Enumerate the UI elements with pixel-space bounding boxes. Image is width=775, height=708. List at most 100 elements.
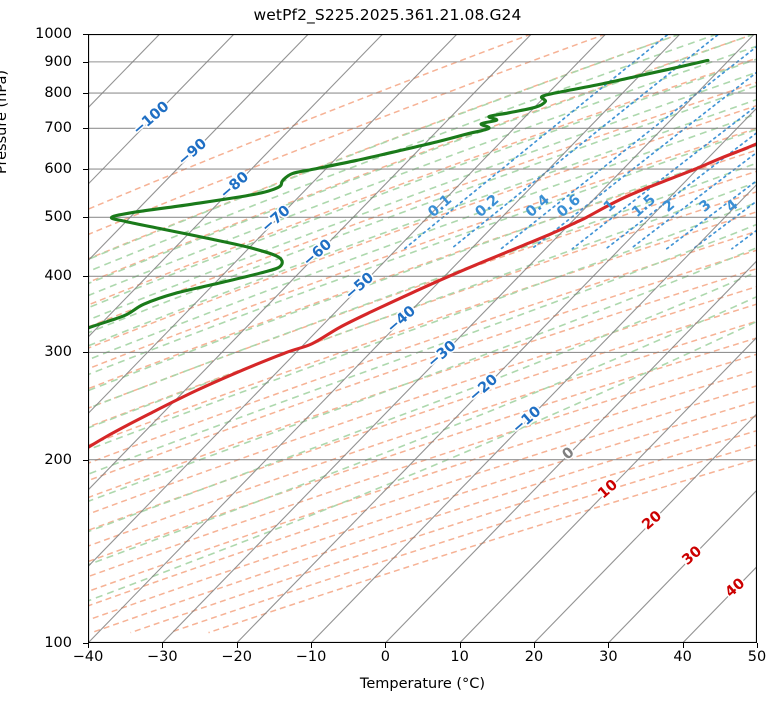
x-tick-mark xyxy=(459,643,461,648)
dry-adiabat-line xyxy=(130,429,757,634)
moist-adiabat-line xyxy=(88,34,718,273)
plot-border xyxy=(88,34,757,643)
isotherm-line xyxy=(384,259,757,643)
y-tick-label: 800 xyxy=(44,85,72,102)
dry-adiabat-line xyxy=(88,34,532,211)
y-tick-mark xyxy=(83,276,88,278)
moist-adiabat-line xyxy=(88,270,757,533)
x-tick-mark xyxy=(757,643,758,648)
isotherm-line xyxy=(236,106,757,643)
y-tick-mark xyxy=(83,352,88,354)
isotherm-line xyxy=(88,34,607,568)
dry-adiabat-line xyxy=(88,57,757,306)
isotherm-line xyxy=(88,34,532,491)
y-tick-mark xyxy=(83,217,88,219)
mixing-ratio-lines xyxy=(403,34,757,250)
moist-adiabat-line xyxy=(88,162,757,410)
y-tick-label: 300 xyxy=(44,344,72,361)
x-tick-label: −30 xyxy=(147,649,178,665)
x-tick-mark xyxy=(385,643,387,648)
y-tick-mark xyxy=(83,169,88,171)
isotherm-line xyxy=(88,34,458,415)
x-tick-label: 30 xyxy=(599,649,618,665)
moist-adiabat-line xyxy=(88,295,757,566)
isotherm-line xyxy=(88,34,309,262)
x-tick-mark xyxy=(162,643,164,648)
mixing-ratio-line xyxy=(403,34,668,250)
isotherm-line xyxy=(459,336,757,643)
chart-title: wetPf2_S225.2025.361.21.08.G24 xyxy=(253,6,522,24)
y-tick-label: 900 xyxy=(44,53,72,70)
isotherm-line xyxy=(88,34,235,186)
x-tick-mark xyxy=(311,643,312,648)
dry-adiabat-line xyxy=(88,303,757,532)
y-tick-label: 100 xyxy=(44,635,72,651)
mixing-ratio-line xyxy=(605,131,757,250)
plot-area: −100 −100 −90 −90 −80 −80 −70 −70 −60 −60 −50 −50 −4… xyxy=(88,34,757,643)
moist-adiabat-line xyxy=(88,58,757,309)
dry-adiabat-line xyxy=(88,81,757,328)
y-tick-label: 400 xyxy=(44,268,72,285)
temperature-line xyxy=(88,142,757,450)
moist-adiabat-line xyxy=(88,71,757,321)
isotherm-line xyxy=(88,34,681,643)
y-tick-mark xyxy=(83,34,88,35)
y-tick-label: 700 xyxy=(44,120,72,137)
temperature-profile xyxy=(88,142,757,450)
x-tick-label: 20 xyxy=(524,649,544,665)
x-tick-mark xyxy=(534,643,535,648)
dry-adiabat-line xyxy=(169,444,757,634)
y-axis-tick-labels: 100 200 300 400 500 600 700 800 900 1000 xyxy=(0,0,88,708)
dry-adiabat-line xyxy=(88,104,757,350)
dry-adiabat-line xyxy=(88,384,757,607)
x-tick-mark xyxy=(682,643,684,648)
dry-adiabat-line xyxy=(88,34,681,260)
x-tick-mark xyxy=(88,643,89,648)
y-tick-label: 500 xyxy=(44,209,72,226)
isotherm-line xyxy=(161,34,755,643)
x-tick-mark xyxy=(608,643,610,648)
y-tick-label: 1000 xyxy=(35,26,72,42)
moist-adiabat-line xyxy=(88,181,757,429)
dewpoint-line xyxy=(88,58,710,330)
mixing-ratio-line xyxy=(500,45,757,250)
y-tick-mark xyxy=(83,459,88,461)
dry-adiabat-line xyxy=(88,230,757,465)
y-tick-mark xyxy=(83,128,88,130)
isotherm-line xyxy=(310,183,757,643)
mixing-ratio-line xyxy=(450,34,719,250)
moist-adiabat-line xyxy=(88,246,757,503)
x-tick-label: 0 xyxy=(380,649,390,665)
mixing-ratio-line xyxy=(571,104,757,250)
moist-adiabat-line xyxy=(88,34,755,285)
dry-adiabat-lines xyxy=(88,34,757,634)
moist-adiabat-line xyxy=(88,223,757,476)
x-tick-mark xyxy=(236,643,238,648)
isobar-lines xyxy=(88,34,757,643)
dewpoint-profile xyxy=(88,58,710,330)
moist-adiabat-line xyxy=(88,113,757,361)
moist-adiabat-line xyxy=(88,84,757,334)
x-tick-label: −40 xyxy=(72,649,104,665)
x-tick-label: 10 xyxy=(450,649,469,665)
y-tick-label: 200 xyxy=(44,451,72,468)
x-tick-label: 50 xyxy=(747,649,767,665)
mixing-ratio-line xyxy=(629,151,757,250)
dry-adiabat-line xyxy=(88,285,757,515)
moist-adiabat-line xyxy=(88,128,757,376)
x-tick-label: −20 xyxy=(221,649,252,665)
isotherm-line xyxy=(533,412,757,643)
isotherm-lines xyxy=(88,34,757,643)
isotherm-line xyxy=(607,489,757,643)
x-tick-label: −10 xyxy=(295,649,327,665)
y-tick-mark xyxy=(83,61,88,63)
moist-adiabat-line xyxy=(88,98,757,347)
moist-adiabat-lines xyxy=(88,34,757,602)
y-tick-mark xyxy=(83,93,88,95)
plot-background xyxy=(88,34,757,643)
dry-adiabat-line xyxy=(88,249,757,482)
y-tick-label: 600 xyxy=(44,161,72,178)
skewt-canvas: −100−100−90−90−80−80−70−70−60−60−50−50−4… xyxy=(88,34,757,643)
